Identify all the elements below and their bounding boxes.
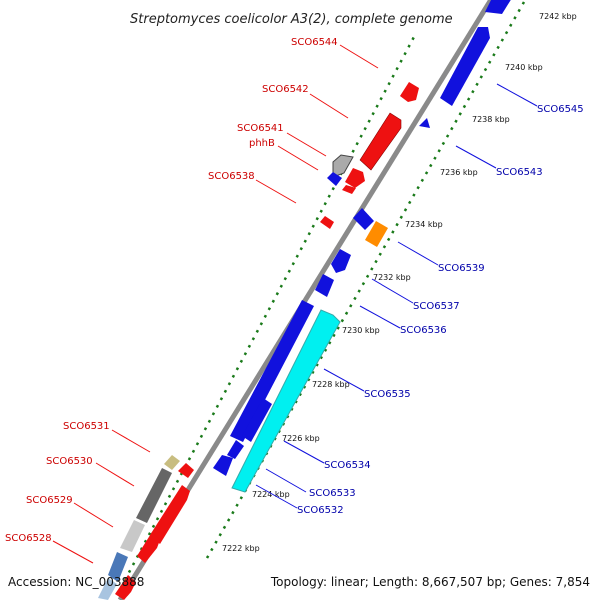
tick-label: 7236 kbp (440, 168, 478, 177)
label-sco6536[interactable]: SCO6536 (400, 325, 447, 336)
leader-line (496, 83, 538, 107)
label-sco6538[interactable]: SCO6538 (208, 171, 255, 182)
label-sco6534[interactable]: SCO6534 (324, 460, 371, 471)
gene-sco6538[interactable] (320, 216, 334, 229)
label-sco6531[interactable]: SCO6531 (63, 421, 110, 432)
label-sco6543[interactable]: SCO6543 (496, 167, 543, 178)
gene-sco6544[interactable] (400, 82, 419, 102)
gene-sco6537[interactable] (331, 249, 351, 273)
gene-sco6529[interactable] (137, 532, 160, 563)
leader-line (455, 145, 497, 169)
label-sco6537[interactable]: SCO6537 (413, 301, 460, 312)
leader-line (371, 278, 414, 304)
tick-label: 7232 kbp (373, 273, 411, 282)
label-sco6541[interactable]: SCO6541 (237, 123, 284, 134)
gene-sco6530[interactable] (150, 485, 190, 544)
reverse-genes (213, 0, 512, 493)
gene-blue-mid[interactable] (242, 398, 272, 442)
forward-genes (98, 82, 419, 600)
gene-light-grey[interactable] (120, 520, 145, 552)
scale-ticks: 7222 kbp 7224 kbp 7226 kbp 7228 kbp 7230… (222, 12, 577, 553)
label-sco6545[interactable]: SCO6545 (537, 104, 584, 115)
label-sco6529[interactable]: SCO6529 (26, 495, 73, 506)
label-sco6533[interactable]: SCO6533 (309, 488, 356, 499)
label-sco6532[interactable]: SCO6532 (297, 505, 344, 516)
gene-sco6543[interactable] (419, 118, 430, 128)
leader-line (283, 440, 325, 464)
tick-label: 7240 kbp (505, 63, 543, 72)
leader-line (265, 468, 307, 493)
tick-label: 7222 kbp (222, 544, 260, 553)
left-leader-lines (52, 44, 379, 564)
gene-sco6534[interactable] (227, 440, 244, 459)
left-gene-labels: SCO6544 SCO6542 SCO6541 phhB SCO6538 SCO… (5, 37, 338, 544)
gene-sco6535[interactable] (230, 300, 314, 442)
gene-blue-small-left[interactable] (327, 172, 342, 186)
gene-pale-blue[interactable] (98, 578, 117, 600)
gene-sco6542[interactable] (359, 112, 402, 171)
gene-phhb[interactable] (342, 185, 356, 194)
leader-line (255, 484, 298, 509)
label-sco6539[interactable]: SCO6539 (438, 263, 485, 274)
tick-label: 7238 kbp (472, 115, 510, 124)
leader-line (397, 241, 439, 266)
gene-steel-blue[interactable] (108, 552, 128, 582)
gene-cyan[interactable] (231, 309, 341, 493)
tick-label: 7228 kbp (312, 380, 350, 389)
label-sco6544[interactable]: SCO6544 (291, 37, 338, 48)
right-leader-lines (255, 83, 538, 509)
leader-line (286, 132, 327, 157)
gene-sco6541[interactable] (345, 168, 365, 188)
label-sco6530[interactable]: SCO6530 (46, 456, 93, 467)
tick-label: 7226 kbp (282, 434, 320, 443)
gene-sco6531[interactable] (164, 455, 180, 470)
leader-line (277, 145, 319, 171)
gene-dark-grey[interactable] (136, 468, 172, 523)
label-sco6535[interactable]: SCO6535 (364, 389, 411, 400)
gene-sco6531-arrow[interactable] (178, 463, 194, 478)
tick-label: 7234 kbp (405, 220, 443, 229)
leader-line (111, 429, 151, 453)
leader-line (323, 368, 365, 392)
gene-sco6539[interactable] (353, 208, 374, 230)
map-title: Streptomyces coelicolor A3(2), complete … (130, 12, 453, 27)
label-sco6542[interactable]: SCO6542 (262, 84, 309, 95)
accession-text: Accession: NC_003888 (8, 575, 144, 589)
leader-line (73, 502, 114, 528)
gene-sco6528[interactable] (115, 575, 136, 600)
leader-line (309, 93, 349, 119)
leader-line (255, 179, 297, 204)
tick-label: 7224 kbp (252, 490, 290, 499)
tick-label: 7242 kbp (539, 12, 577, 21)
leader-line (339, 44, 379, 69)
gene-sco6536[interactable] (315, 274, 334, 297)
gene-sco6533[interactable] (213, 455, 233, 476)
gene-orange[interactable] (365, 221, 388, 247)
leader-line (52, 540, 94, 564)
leader-line (95, 462, 135, 487)
leader-line (359, 305, 401, 329)
right-gene-labels: SCO6545 SCO6543 SCO6539 SCO6537 SCO6536 … (297, 104, 584, 516)
genome-summary-text: Topology: linear; Length: 8,667,507 bp; … (270, 575, 590, 589)
left-scale-line (115, 34, 417, 596)
tick-label: 7230 kbp (342, 326, 380, 335)
label-sco6528[interactable]: SCO6528 (5, 533, 52, 544)
gene-sco6545b[interactable] (485, 0, 512, 14)
gene-sco6545[interactable] (440, 27, 490, 106)
right-scale-line (205, 0, 527, 559)
label-phhb[interactable]: phhB (249, 138, 275, 149)
